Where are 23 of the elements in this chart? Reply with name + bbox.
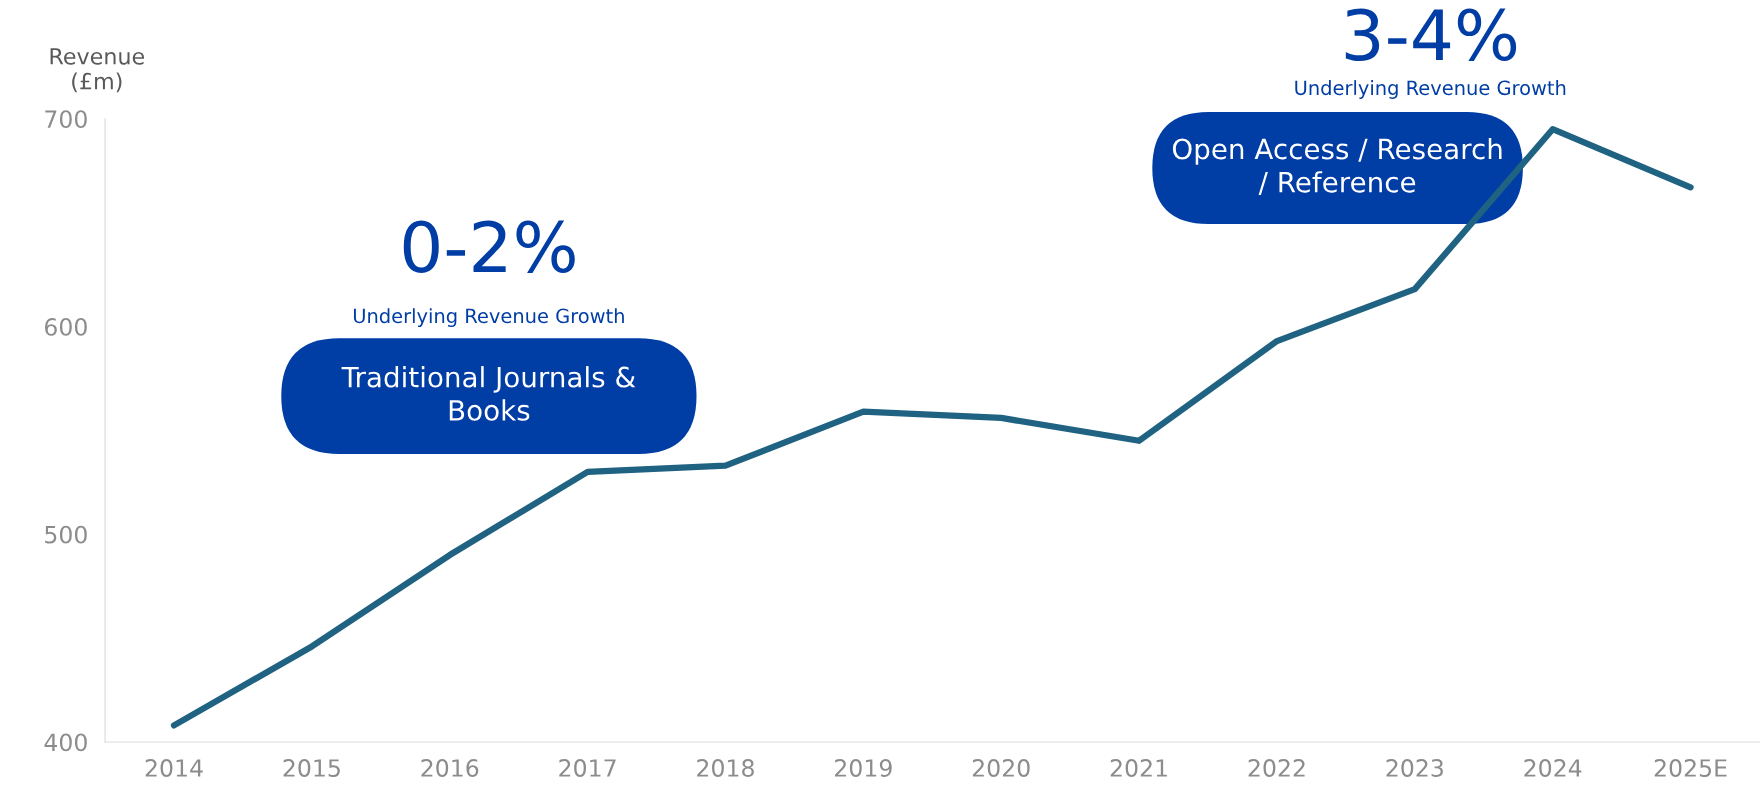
y-axis-title: Revenue (£m)	[50, 48, 144, 93]
x-tick-label: 2015	[283, 759, 340, 777]
annotation: Open Access / Research / Reference	[1172, 137, 1502, 195]
x-tick-label: 2025E	[1654, 759, 1727, 777]
x-tick-label: 2024	[1524, 759, 1582, 777]
y-tick-label: 400	[44, 733, 87, 752]
annotation: 0-2%	[403, 220, 575, 273]
y-tick-label: 600	[44, 317, 87, 336]
x-tick-label: 2018	[697, 759, 754, 777]
x-tick-label: 2023	[1386, 759, 1443, 777]
x-tick-label: 2017	[559, 759, 616, 777]
x-tick-label: 2021	[1110, 759, 1167, 777]
annotation: Traditional Journals & Books	[341, 366, 636, 421]
x-tick-label: 2014	[145, 759, 203, 777]
x-tick-label: 2022	[1248, 759, 1305, 777]
annotation: Underlying Revenue Growth	[353, 308, 624, 328]
y-tick-label: 700	[45, 110, 87, 129]
x-tick-label: 2019	[835, 759, 892, 777]
x-tick-label: 2016	[421, 759, 479, 777]
text: 3-4%	[1345, 8, 1517, 62]
y-tick-label: 500	[45, 525, 87, 544]
x-tick-label: 2020	[972, 759, 1030, 777]
text: Underlying Revenue Growth	[1295, 80, 1566, 99]
